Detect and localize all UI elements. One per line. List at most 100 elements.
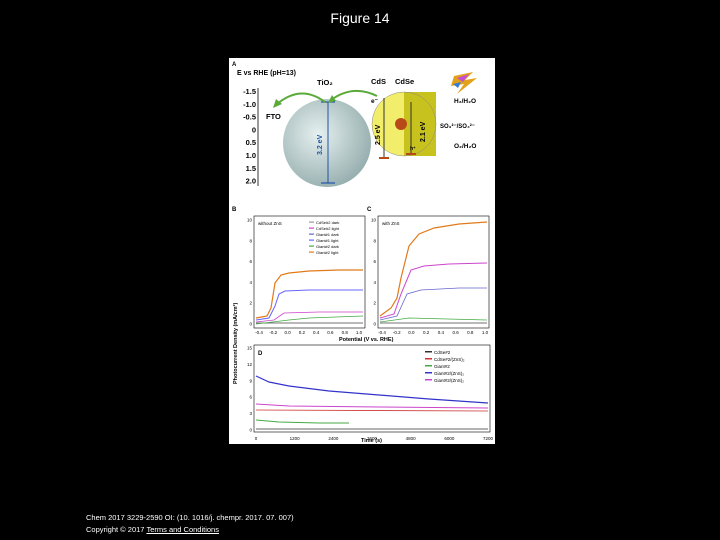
panel-b-x-ticks: -0.4 -0.2 0.0 0.2 0.4 0.6 0.8 1.0 xyxy=(255,330,363,335)
energy-tick: 0.5 xyxy=(246,138,256,147)
x-tick-label: 1.0 xyxy=(356,330,363,335)
panel-c-header: with ZnS xyxy=(382,221,400,226)
x-tick-label: 0.6 xyxy=(452,330,459,335)
y-tick-label: 15 xyxy=(247,346,253,351)
curve-b-giant1-light xyxy=(255,289,363,321)
energy-tick: 1.5 xyxy=(246,164,256,173)
curve-c-blue xyxy=(379,287,487,321)
legend-swatch xyxy=(309,227,314,229)
energy-tick: -0.5 xyxy=(243,113,256,122)
curve-c-purple xyxy=(379,262,488,319)
legend-swatch xyxy=(309,233,314,235)
y-tick-label: 0 xyxy=(249,428,252,433)
x-tick-label: 0.8 xyxy=(342,330,349,335)
panel-b-y-ticks: 0 2 4 6 8 10 xyxy=(247,218,253,327)
energy-tick: 1.0 xyxy=(246,151,256,160)
panel-b-frame xyxy=(253,215,366,329)
panel-b-header: without ZnS xyxy=(258,221,282,226)
y-tick-label: 12 xyxy=(247,362,253,367)
cds-gap-label: 2.5 eV xyxy=(375,124,382,145)
terms-link[interactable]: Terms and Conditions xyxy=(146,525,219,534)
electron-label: e⁻ xyxy=(371,98,379,105)
legend-swatch xyxy=(309,245,314,247)
legend-entry: Giant#2/(ZnS)₂ xyxy=(434,378,464,383)
y-tick-label: 3 xyxy=(249,411,252,416)
panel-d-frame xyxy=(253,344,491,433)
y-tick-label: 2 xyxy=(373,301,376,306)
electron-arrow-left xyxy=(276,92,326,105)
y-tick-label: 2 xyxy=(249,301,252,306)
bc-y-axis-label: Photocurrent Density (mA/cm²) xyxy=(232,303,239,384)
curve-d-red xyxy=(255,409,489,412)
curve-c-green xyxy=(379,317,488,323)
panel-c-letter: C xyxy=(367,207,372,213)
legend-entry: Giant#2 dark xyxy=(316,244,339,249)
legend-entry: Giant#2/(ZnS)₂ xyxy=(434,371,464,376)
x-tick-label: 0.4 xyxy=(438,330,445,335)
y-tick-label: 0 xyxy=(373,322,376,327)
curve-b-cdse2-light xyxy=(255,311,363,323)
panel-a-letter: A xyxy=(232,62,237,68)
x-tick-label: 4800 xyxy=(406,436,417,441)
x-tick-label: 6000 xyxy=(444,436,455,441)
curve-d-magenta xyxy=(255,403,489,409)
panel-b-letter: B xyxy=(232,207,237,213)
cdse-gap-label: 2.1 eV xyxy=(420,121,427,142)
cdse-label: CdSe xyxy=(395,77,414,86)
electron-arrow-right xyxy=(330,89,378,101)
energy-tick: -1.5 xyxy=(243,87,256,96)
cds-label: CdS xyxy=(371,77,386,86)
x-tick-label: 0.0 xyxy=(408,330,415,335)
x-tick-label: 0.2 xyxy=(423,330,430,335)
y-tick-label: 6 xyxy=(249,395,252,400)
legend-entry: CdSe#2 light xyxy=(316,226,340,231)
x-tick-label: -0.4 xyxy=(255,330,263,335)
panel-a: A E vs RHE (pH=13) -1.5 -1.0 -0.5 0 0.5 1.0 1.… xyxy=(232,62,477,187)
x-tick-label: 0.8 xyxy=(467,330,474,335)
legend-swatch xyxy=(425,379,432,381)
hole-label: h⁺ xyxy=(410,146,416,152)
curve-c-orange xyxy=(379,221,488,317)
citation-footer: Chem 2017 3229-2590 OI: (10. 1016/j. che… xyxy=(86,512,294,536)
y-tick-label: 4 xyxy=(373,280,376,285)
legend-swatch xyxy=(309,221,314,223)
legend-entry: Giant#2 xyxy=(434,364,450,369)
x-tick-label: 7200 xyxy=(483,436,494,441)
panel-d-y-ticks: 0 3 6 9 12 15 xyxy=(247,346,253,433)
curve-b-giant2-light xyxy=(255,269,363,319)
legend-swatch xyxy=(309,251,314,253)
legend-entry: Giant#1 dark xyxy=(316,232,339,237)
y-tick-label: 10 xyxy=(247,218,253,223)
d-x-axis-label: Time (s) xyxy=(361,438,382,444)
x-tick-label: 0.0 xyxy=(284,330,291,335)
x-tick-label: 3600 xyxy=(367,436,378,441)
x-tick-label: -0.2 xyxy=(269,330,277,335)
panel-d-x-ticks: 0 1200 2400 3600 4800 6000 7200 xyxy=(255,436,494,441)
legend-entry: Giant#2 light xyxy=(316,250,339,255)
figure-image: A E vs RHE (pH=13) -1.5 -1.0 -0.5 0 0.5 1.0 1.… xyxy=(229,58,495,444)
curve-d-green xyxy=(255,419,349,424)
legend-swatch xyxy=(425,351,432,353)
o2-label: O₂/H₂O xyxy=(454,143,476,150)
lightning-icon xyxy=(451,72,477,94)
page-title: Figure 14 xyxy=(330,10,390,26)
x-tick-label: 0 xyxy=(255,436,258,441)
legend-swatch xyxy=(425,358,432,360)
y-tick-label: 8 xyxy=(249,238,252,243)
y-tick-label: 6 xyxy=(373,259,376,264)
y-tick-label: 9 xyxy=(249,378,252,383)
x-tick-label: 0.6 xyxy=(327,330,334,335)
bc-x-axis-label: Potential (V vs. RHE) xyxy=(339,337,394,343)
legend-entry: CdSe#2/(ZnS)₂ xyxy=(434,357,465,362)
curve-d-blue xyxy=(255,375,489,404)
so3-label: SO₃²⁻/SO₄²⁻ xyxy=(440,123,475,130)
cdse-shell xyxy=(404,92,436,156)
x-tick-label: 2400 xyxy=(328,436,339,441)
energy-axis: -1.5 -1.0 -0.5 0 0.5 1.0 1.5 2.0 xyxy=(243,87,256,186)
panel-c-x-ticks: -0.4 -0.2 0.0 0.2 0.4 0.6 0.8 1.0 xyxy=(378,330,489,335)
tio2-gap-label: 3.2 eV xyxy=(317,134,324,155)
panel-d: D CdSe#2 CdSe#2/(ZnS)₂ Giant#2 Giant#2/(ZnS… xyxy=(247,344,494,441)
legend-entry: Giant#1 light xyxy=(316,238,339,243)
